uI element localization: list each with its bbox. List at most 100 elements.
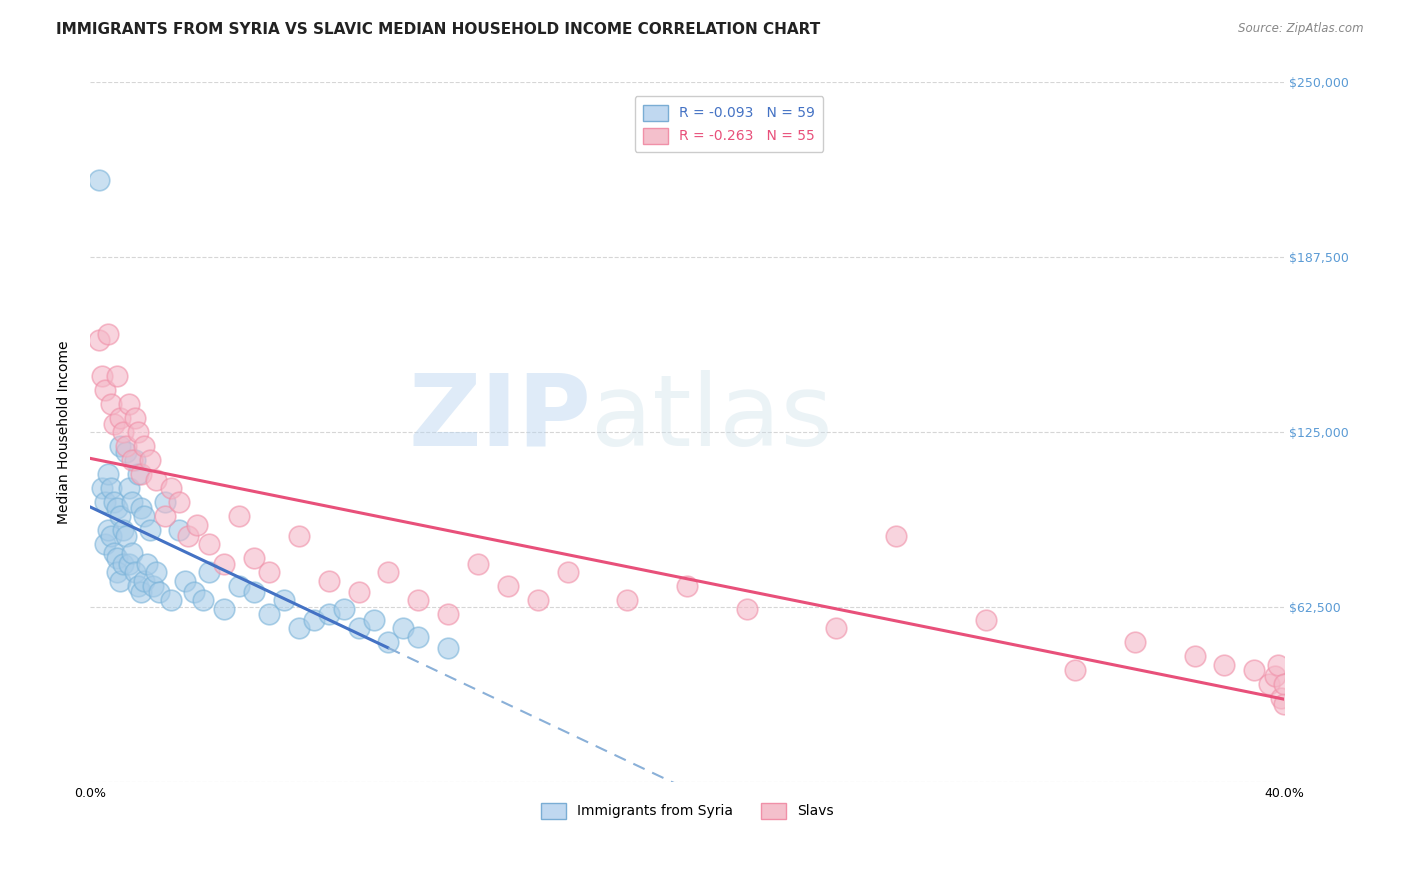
Point — [557, 566, 579, 580]
Point — [132, 574, 155, 588]
Point — [103, 495, 125, 509]
Point — [1213, 657, 1236, 672]
Point — [318, 607, 340, 622]
Point — [174, 574, 197, 588]
Point — [87, 173, 110, 187]
Point — [408, 593, 430, 607]
Point — [228, 509, 250, 524]
Point — [121, 495, 143, 509]
Point — [288, 529, 311, 543]
Point — [288, 621, 311, 635]
Point — [105, 551, 128, 566]
Point — [105, 500, 128, 515]
Point — [118, 482, 141, 496]
Point — [105, 369, 128, 384]
Point — [127, 579, 149, 593]
Point — [142, 579, 165, 593]
Point — [884, 529, 907, 543]
Point — [177, 529, 200, 543]
Point — [496, 579, 519, 593]
Point — [377, 635, 399, 649]
Point — [243, 551, 266, 566]
Point — [825, 621, 848, 635]
Point — [90, 482, 112, 496]
Point — [100, 529, 122, 543]
Point — [676, 579, 699, 593]
Point — [257, 607, 280, 622]
Point — [616, 593, 638, 607]
Point — [127, 467, 149, 482]
Point — [392, 621, 415, 635]
Point — [214, 557, 236, 571]
Point — [347, 621, 370, 635]
Point — [105, 566, 128, 580]
Point — [198, 537, 221, 551]
Legend: Immigrants from Syria, Slavs: Immigrants from Syria, Slavs — [536, 797, 839, 824]
Point — [121, 546, 143, 560]
Point — [153, 495, 176, 509]
Point — [347, 585, 370, 599]
Point — [467, 557, 489, 571]
Point — [318, 574, 340, 588]
Point — [183, 585, 205, 599]
Point — [138, 453, 160, 467]
Point — [214, 601, 236, 615]
Point — [97, 524, 120, 538]
Point — [198, 566, 221, 580]
Point — [132, 439, 155, 453]
Text: Source: ZipAtlas.com: Source: ZipAtlas.com — [1239, 22, 1364, 36]
Point — [408, 630, 430, 644]
Point — [124, 411, 146, 425]
Point — [735, 601, 758, 615]
Point — [148, 585, 170, 599]
Point — [169, 524, 191, 538]
Point — [108, 411, 131, 425]
Point — [1243, 664, 1265, 678]
Point — [129, 585, 152, 599]
Point — [193, 593, 215, 607]
Point — [114, 439, 136, 453]
Point — [377, 566, 399, 580]
Point — [129, 500, 152, 515]
Point — [87, 333, 110, 347]
Point — [1270, 691, 1292, 706]
Point — [1264, 669, 1286, 683]
Point — [118, 397, 141, 411]
Point — [153, 509, 176, 524]
Point — [145, 473, 167, 487]
Point — [127, 425, 149, 440]
Point — [228, 579, 250, 593]
Point — [100, 482, 122, 496]
Point — [273, 593, 295, 607]
Point — [526, 593, 548, 607]
Point — [108, 509, 131, 524]
Text: IMMIGRANTS FROM SYRIA VS SLAVIC MEDIAN HOUSEHOLD INCOME CORRELATION CHART: IMMIGRANTS FROM SYRIA VS SLAVIC MEDIAN H… — [56, 22, 821, 37]
Point — [1184, 649, 1206, 664]
Point — [97, 467, 120, 482]
Point — [100, 397, 122, 411]
Point — [169, 495, 191, 509]
Point — [121, 453, 143, 467]
Point — [103, 417, 125, 431]
Point — [124, 453, 146, 467]
Point — [159, 593, 181, 607]
Point — [135, 557, 157, 571]
Point — [94, 384, 117, 398]
Point — [363, 613, 385, 627]
Point — [118, 557, 141, 571]
Point — [332, 601, 354, 615]
Point — [94, 495, 117, 509]
Point — [243, 585, 266, 599]
Point — [111, 557, 134, 571]
Point — [145, 566, 167, 580]
Point — [90, 369, 112, 384]
Point — [1272, 677, 1295, 691]
Point — [108, 439, 131, 453]
Point — [111, 524, 134, 538]
Text: atlas: atlas — [592, 370, 834, 467]
Point — [108, 574, 131, 588]
Point — [159, 482, 181, 496]
Point — [302, 613, 325, 627]
Point — [1123, 635, 1146, 649]
Point — [437, 640, 460, 655]
